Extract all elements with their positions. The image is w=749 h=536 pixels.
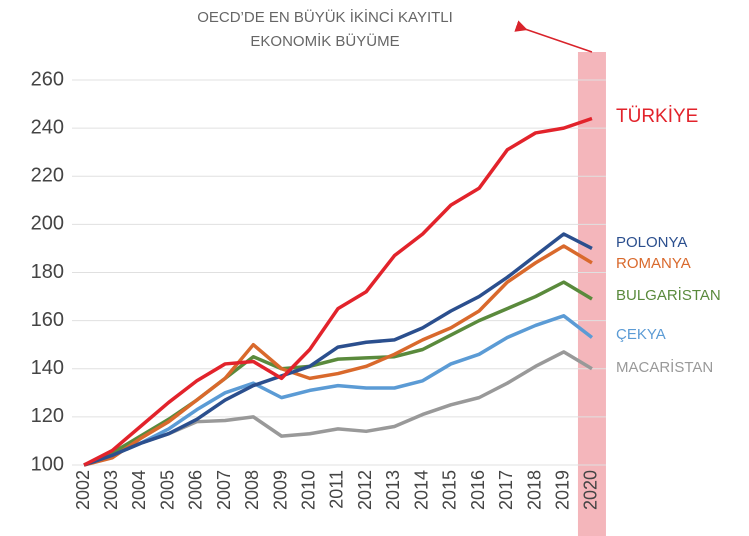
x-tick-label: 2018 — [524, 470, 544, 510]
x-tick-label: 2019 — [552, 470, 572, 510]
series-line — [83, 232, 593, 467]
x-tick-label: 2016 — [468, 470, 488, 510]
annotation-arrow — [514, 20, 593, 53]
y-tick-label: 140 — [31, 357, 64, 379]
annotation: OECD’DE EN BÜYÜK İKİNCİ KAYITLI — [197, 8, 453, 26]
x-tick-label: 2007 — [214, 470, 234, 510]
series-label: TÜRKİYE — [616, 106, 698, 127]
series-label: BULGARİSTAN — [616, 286, 721, 304]
y-tick-label: 120 — [31, 405, 64, 427]
series-label: ÇEKYA — [616, 326, 666, 343]
y-tick-label: 100 — [31, 453, 64, 475]
y-tick-label: 240 — [31, 116, 64, 138]
y-tick-label: 160 — [31, 309, 64, 331]
y-tick-label: 200 — [31, 213, 64, 235]
x-tick-label: 2009 — [270, 470, 290, 510]
series-line — [83, 116, 593, 467]
series-label: POLONYA — [616, 234, 687, 251]
series-label: ROMANYA — [616, 255, 691, 272]
annotation: EKONOMİK BÜYÜME — [250, 32, 399, 50]
x-tick-label: 2012 — [355, 470, 375, 510]
x-tick-label: 2013 — [383, 470, 403, 510]
series-line — [83, 280, 593, 467]
x-tick-label: 2006 — [186, 470, 206, 510]
x-tick-label: 2010 — [299, 470, 319, 510]
y-tick-label: 220 — [31, 165, 64, 187]
x-tick-label: 2002 — [73, 470, 93, 510]
y-tick-label: 260 — [31, 68, 64, 90]
series-label: MACARİSTAN — [616, 358, 713, 376]
series-line — [83, 244, 593, 467]
x-tick-label: 2014 — [411, 470, 431, 510]
x-tick-label: 2004 — [129, 470, 149, 510]
x-tick-label: 2005 — [157, 470, 177, 510]
x-tick-label: 2011 — [327, 470, 347, 509]
x-tick-label: 2020 — [581, 470, 601, 510]
y-tick-label: 180 — [31, 261, 64, 283]
series-line — [83, 314, 594, 467]
x-tick-label: 2008 — [242, 470, 262, 510]
x-tick-label: 2017 — [496, 470, 516, 510]
x-tick-label: 2015 — [440, 470, 460, 510]
x-tick-label: 2003 — [101, 470, 121, 510]
